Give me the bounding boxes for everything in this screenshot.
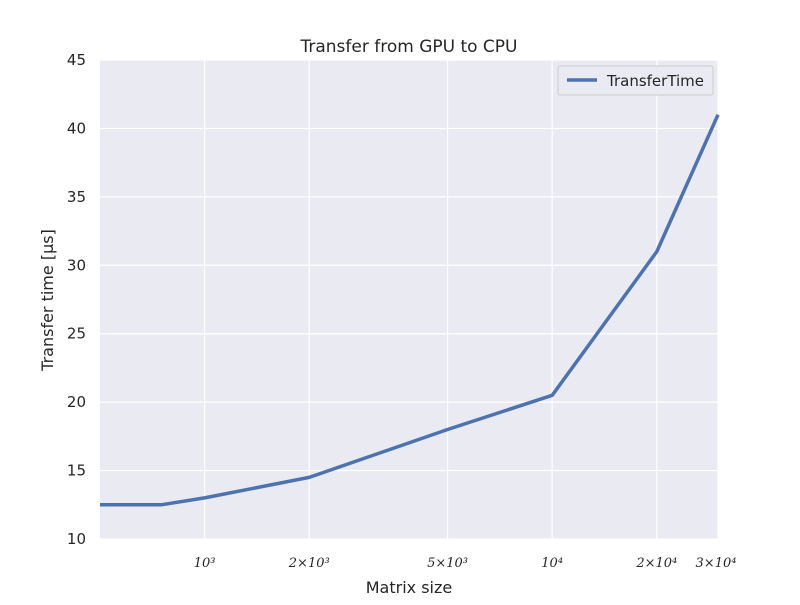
y-tick-label: 35: [67, 188, 86, 206]
series-line-transfertime: [100, 113, 720, 507]
x-tick-label: 10³: [194, 556, 216, 571]
x-tick-label: 5×10³: [427, 556, 468, 571]
grid: [100, 59, 719, 540]
x-tick-labels: 10³ 2×10³ 5×10³ 10⁴ 2×10⁴ 3×10⁴: [194, 556, 737, 571]
y-tick-label: 15: [67, 462, 86, 480]
x-tick-label: 2×10⁴: [635, 556, 677, 571]
plot-area: [100, 60, 718, 539]
y-tick-label: 45: [67, 51, 86, 69]
series-layer: [100, 113, 720, 507]
legend: TransferTime: [557, 65, 714, 96]
x-tick-label: 10⁴: [541, 556, 563, 571]
y-tick-labels: 10 15 20 25 30 35 40 45: [67, 51, 86, 548]
y-axis-label: Transfer time [μs]: [38, 229, 57, 372]
x-tick-label: 2×10³: [288, 556, 330, 571]
y-tick-label: 30: [67, 256, 86, 274]
y-tick-label: 20: [67, 393, 86, 411]
chart-title: Transfer from GPU to CPU: [299, 37, 517, 57]
legend-box: [557, 65, 714, 96]
y-tick-label: 25: [67, 325, 86, 343]
y-tick-label: 40: [67, 119, 86, 137]
x-axis-label: Matrix size: [366, 578, 452, 597]
y-tick-label: 10: [67, 530, 86, 548]
x-tick-label: 3×10⁴: [696, 556, 737, 571]
legend-label: TransferTime: [606, 72, 704, 90]
